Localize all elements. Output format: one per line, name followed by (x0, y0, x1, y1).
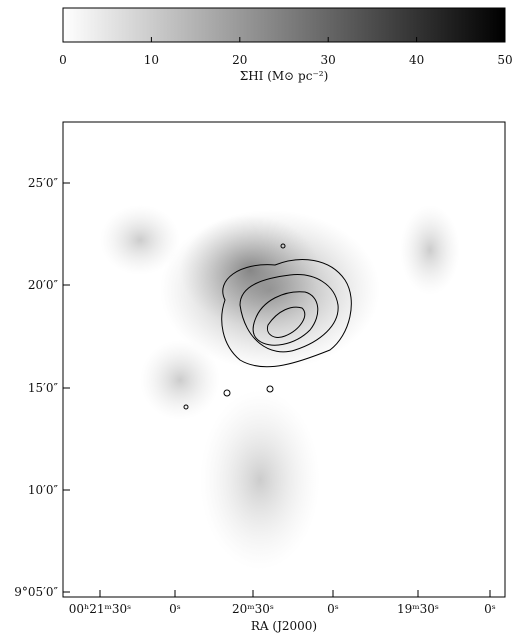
y-tick-label: 9°05′0″ (14, 585, 58, 599)
colorbar-tick-label: 40 (409, 53, 424, 67)
colorbar-tick-label: 50 (497, 53, 512, 67)
x-tick-label: 0ˢ (327, 602, 339, 616)
colorbar (63, 8, 505, 42)
colorbar-label: ΣHI (M⊙ pc⁻²) (240, 69, 329, 83)
x-tick-label: 00ʰ21ᵐ30ˢ (69, 602, 131, 616)
y-tick-label: 10′0″ (28, 483, 59, 497)
x-axis-label: RA (J2000) (251, 619, 317, 633)
figure: RA (J2000) ΣHI (M⊙ pc⁻²) 0 10 20 30 40 50 25′0… (0, 0, 515, 638)
hi-map (100, 205, 460, 570)
x-tick-label: 20ᵐ30ˢ (232, 602, 274, 616)
colorbar-tick-label: 20 (232, 53, 247, 67)
x-tick-label: 0ˢ (484, 602, 496, 616)
x-tick-label: 0ˢ (169, 602, 181, 616)
y-tick-label: 15′0″ (28, 381, 59, 395)
colorbar-tick-label: 0 (59, 53, 67, 67)
colorbar-tick-label: 30 (321, 53, 336, 67)
y-tick-label: 20′0″ (28, 278, 59, 292)
colorbar-tick-label: 10 (144, 53, 159, 67)
x-tick-label: 19ᵐ30ˢ (397, 602, 439, 616)
y-tick-label: 25′0″ (28, 176, 59, 190)
